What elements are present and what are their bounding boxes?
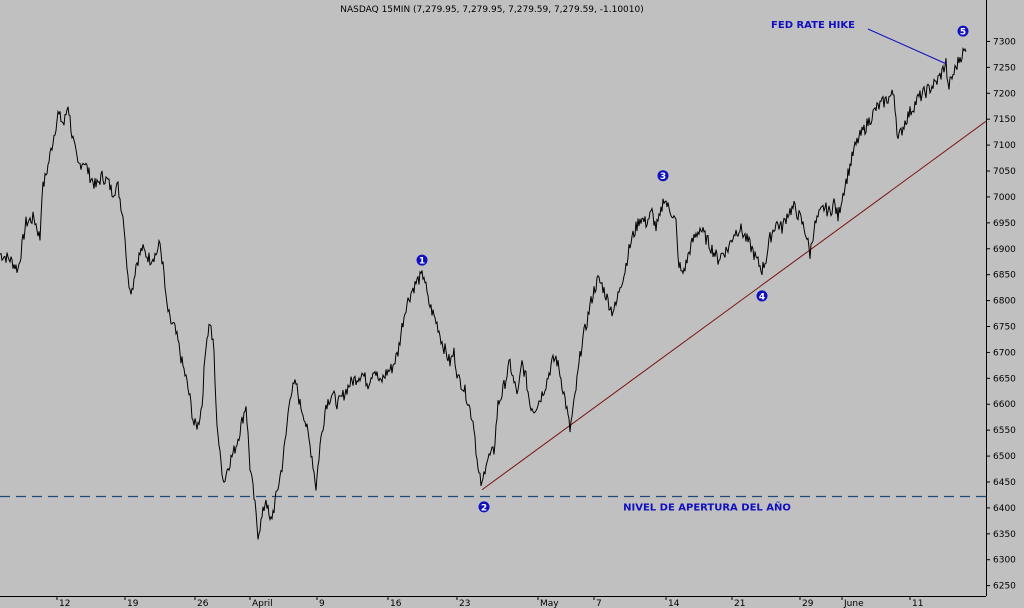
y-tick-label: 7300 <box>993 37 1016 47</box>
wave-marker <box>957 25 969 37</box>
x-tick-label: June <box>843 599 864 608</box>
chart-title: NASDAQ 15MIN (7,279.95, 7,279.95, 7,279.… <box>340 5 643 15</box>
y-tick-label: 6700 <box>993 348 1016 358</box>
x-tick-label: April <box>252 599 273 608</box>
x-axis-ticks: 12 19 26 April 9 16 23 May 7 14 21 29 June 11 <box>56 596 923 608</box>
y-tick-label: 6900 <box>993 245 1016 255</box>
wave-label-4: 4 <box>756 290 768 302</box>
x-tick-label: 16 <box>390 599 402 608</box>
y-tick-label: 7100 <box>993 141 1016 151</box>
wave-number: 1 <box>419 257 425 267</box>
y-tick-label: 6850 <box>993 271 1016 281</box>
wave-label-3: 3 <box>657 170 669 182</box>
wave-marker <box>756 290 768 302</box>
y-tick-label: 6800 <box>993 297 1016 307</box>
x-tick-label: 21 <box>734 599 745 608</box>
plot-area <box>0 0 986 596</box>
y-tick-label: 6250 <box>993 582 1016 592</box>
annotation-pointer <box>867 28 947 65</box>
y-tick-label: 6450 <box>993 478 1016 488</box>
y-tick-label: 6950 <box>993 219 1016 229</box>
wave-marker <box>416 254 428 266</box>
wave-number: 3 <box>660 172 666 182</box>
y-tick-label: 6650 <box>993 374 1016 384</box>
x-tick-label: 12 <box>59 599 70 608</box>
wave-marker <box>478 501 490 513</box>
x-tick-label: 19 <box>127 599 139 608</box>
fed-rate-hike-label: FED RATE HIKE <box>771 20 855 31</box>
x-tick-label: 23 <box>459 599 470 608</box>
y-tick-label: 6550 <box>993 426 1016 436</box>
wave-number: 5 <box>960 28 966 38</box>
wave-number: 2 <box>481 503 487 513</box>
trendline <box>481 120 987 491</box>
price-series <box>0 47 967 540</box>
x-tick-label: 14 <box>668 599 680 608</box>
y-tick-label: 6300 <box>993 556 1016 566</box>
y-tick-label: 7150 <box>993 115 1016 125</box>
y-tick-label: 7050 <box>993 167 1016 177</box>
y-tick-label: 6350 <box>993 530 1016 540</box>
x-tick-label: 29 <box>802 599 814 608</box>
wave-number: 4 <box>759 292 765 302</box>
y-tick-label: 7000 <box>993 193 1016 203</box>
open-level-label: NIVEL DE APERTURA DEL AÑO <box>623 500 791 513</box>
x-tick-label: 26 <box>197 599 209 608</box>
x-tick-label: 7 <box>596 599 602 608</box>
wave-label-1: 1 <box>416 254 428 267</box>
y-tick-label: 6600 <box>993 400 1016 410</box>
y-tick-label: 7250 <box>993 63 1016 73</box>
x-tick-label: May <box>540 599 559 608</box>
y-tick-label: 6400 <box>993 504 1016 514</box>
x-tick-label: 9 <box>319 599 325 608</box>
x-tick-label: 11 <box>912 599 923 608</box>
wave-label-5: 5 <box>957 25 969 38</box>
y-tick-label: 6500 <box>993 452 1016 462</box>
y-tick-label: 7200 <box>993 89 1016 99</box>
plot-layer: NIVEL DE APERTURA DEL AÑO 1 2 3 4 5 FED RATE H… <box>0 20 987 540</box>
y-tick-label: 6750 <box>993 323 1016 333</box>
wave-label-2: 2 <box>478 501 490 513</box>
y-axis-ticks: 7300 7250 7200 7150 7100 7050 7000 6950 6900 6850… <box>986 37 1016 592</box>
wave-marker <box>657 170 669 182</box>
